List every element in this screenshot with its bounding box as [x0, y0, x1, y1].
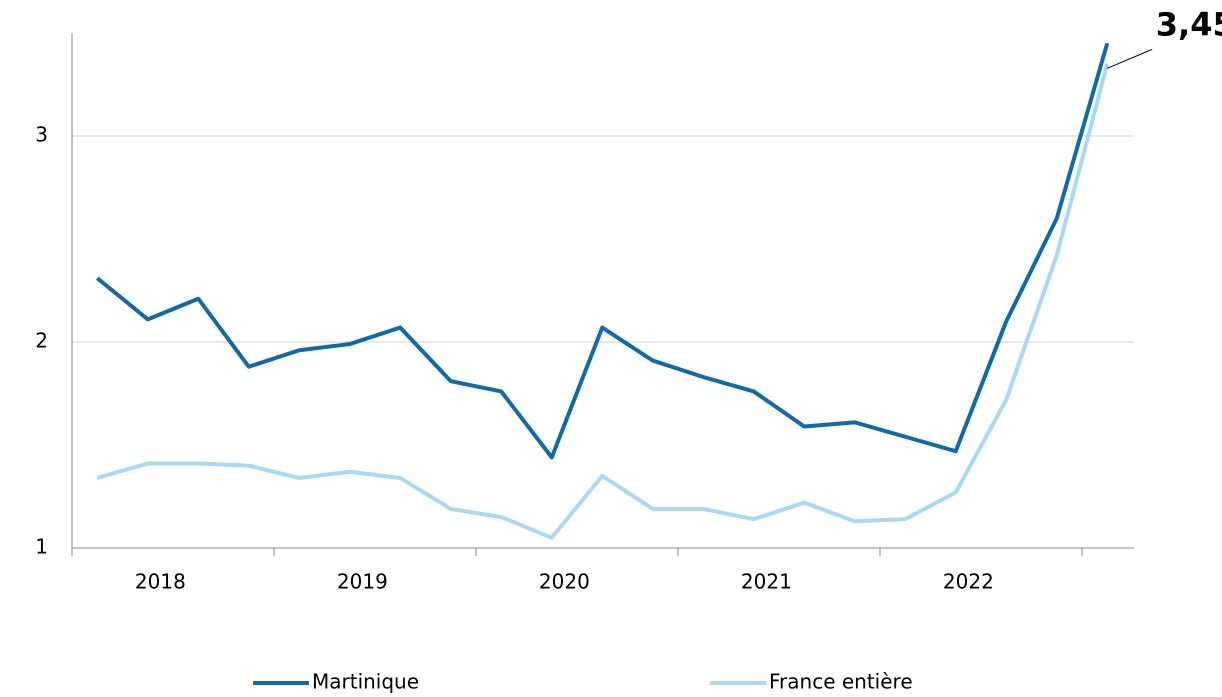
- x-group-label: 2022: [943, 570, 994, 594]
- x-group-label: 2021: [741, 570, 792, 594]
- data-label: 3,45: [1156, 5, 1222, 43]
- series-line: [95, 42, 1110, 460]
- legend-label: France entière: [769, 670, 913, 694]
- y-tick-label: 3: [35, 123, 48, 147]
- x-group-label: 2019: [337, 570, 388, 594]
- y-tick-label: 1: [35, 535, 48, 559]
- x-group-label: 2018: [135, 570, 186, 594]
- legend-label: Martinique: [312, 670, 419, 694]
- series-line: [96, 63, 1110, 540]
- leader-line: [1107, 48, 1153, 69]
- x-group-label: 2020: [539, 570, 590, 594]
- y-tick-label: 2: [35, 329, 48, 353]
